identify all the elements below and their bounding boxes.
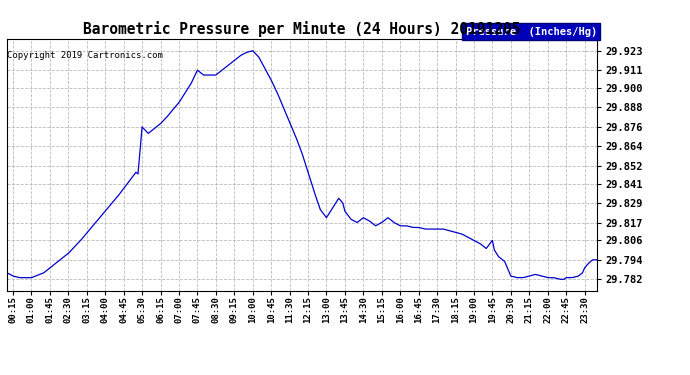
Text: Pressure  (Inches/Hg): Pressure (Inches/Hg): [466, 27, 597, 37]
Title: Barometric Pressure per Minute (24 Hours) 20191205: Barometric Pressure per Minute (24 Hours…: [83, 21, 521, 37]
Text: Copyright 2019 Cartronics.com: Copyright 2019 Cartronics.com: [7, 51, 163, 60]
